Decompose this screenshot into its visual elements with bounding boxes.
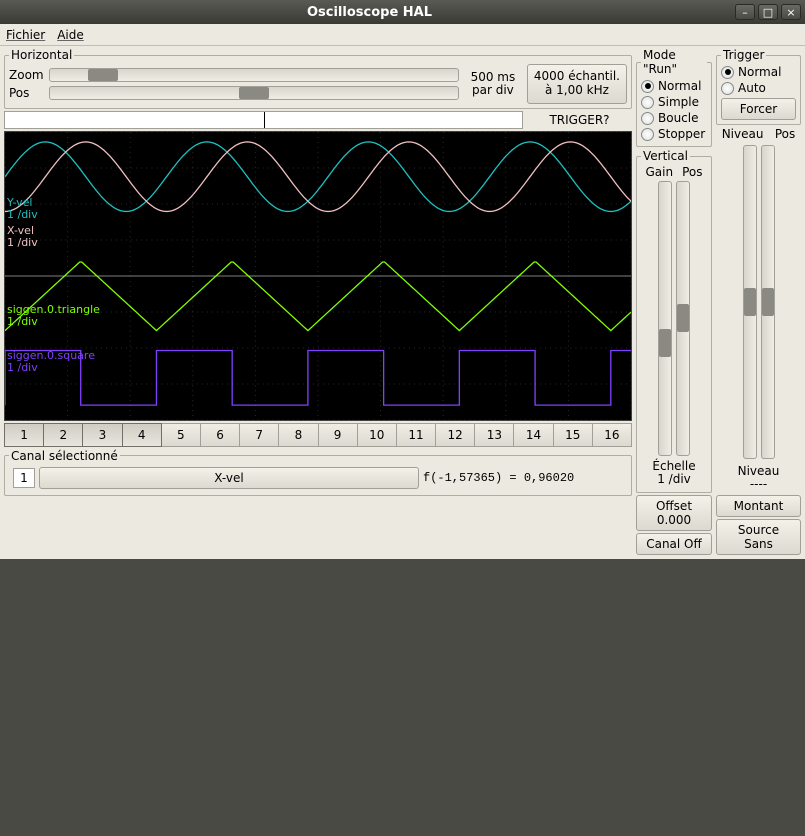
gain-slider[interactable] <box>658 181 672 456</box>
channel-tab-3[interactable]: 3 <box>82 423 122 447</box>
radio-icon <box>721 82 734 95</box>
time-per-div-unit: par div <box>465 84 521 97</box>
channel-tab-15[interactable]: 15 <box>553 423 593 447</box>
horizontal-panel: Horizontal Zoom Pos 500 ms <box>4 48 632 109</box>
trig-pos-label: Pos <box>775 127 795 141</box>
channel-tab-2[interactable]: 2 <box>43 423 83 447</box>
close-button[interactable]: × <box>781 4 801 20</box>
trig-pos-slider[interactable] <box>761 145 775 459</box>
channel-tab-9[interactable]: 9 <box>318 423 358 447</box>
trigger-status: TRIGGER? <box>527 113 632 127</box>
maximize-button[interactable]: □ <box>758 4 778 20</box>
niveau-slider[interactable] <box>743 145 757 459</box>
scope-label-siggen-0-square: siggen.0.square 1 /div <box>7 350 95 374</box>
trigger-mode-auto[interactable]: Auto <box>721 80 796 96</box>
hpos-slider[interactable] <box>49 86 459 100</box>
vertical-legend: Vertical <box>641 149 690 163</box>
radio-icon <box>721 66 734 79</box>
menu-file[interactable]: Fichier <box>6 28 45 42</box>
vertical-panel: Vertical Gain Pos Échelle 1 /div <box>636 149 712 493</box>
channel-tab-14[interactable]: 14 <box>513 423 553 447</box>
scope-label-siggen-0-triangle: siggen.0.triangle 1 /div <box>7 304 100 328</box>
force-trigger-button[interactable]: Forcer <box>721 98 796 120</box>
montant-button[interactable]: Montant <box>716 495 801 517</box>
channel-tab-4[interactable]: 4 <box>122 423 162 447</box>
niveau-label: Niveau <box>722 127 764 141</box>
gain-label: Gain <box>646 165 674 179</box>
trigger-level-label: Niveau <box>716 465 801 478</box>
scope-display: Y-vel 1 /div X-vel 1 /div siggen.0.triangl… <box>4 131 632 421</box>
offset-button[interactable]: Offset 0.000 <box>636 495 712 531</box>
source-button[interactable]: Source Sans <box>716 519 801 555</box>
sample-rate-button[interactable]: 4000 échantil. à 1,00 kHz <box>527 64 627 104</box>
channel-tab-5[interactable]: 5 <box>161 423 201 447</box>
channel-tab-11[interactable]: 11 <box>396 423 436 447</box>
horizontal-legend: Horizontal <box>9 48 74 62</box>
minimize-button[interactable]: – <box>735 4 755 20</box>
run-mode-simple[interactable]: Simple <box>641 94 707 110</box>
selected-channel-signal[interactable]: X-vel <box>39 467 419 489</box>
selected-channel-readout: f(-1,57365) = 0,96020 <box>423 471 623 485</box>
vertical-scale-value: 1 /div <box>641 473 707 486</box>
trigger-mode-normal[interactable]: Normal <box>721 64 796 80</box>
vertical-scale-label: Échelle <box>641 460 707 473</box>
channel-tab-6[interactable]: 6 <box>200 423 240 447</box>
radio-icon <box>641 80 654 93</box>
scope-label-X-vel: X-vel 1 /div <box>7 225 38 249</box>
selected-channel-num: 1 <box>13 468 35 488</box>
trigger-ruler[interactable] <box>4 111 523 129</box>
channel-tab-12[interactable]: 12 <box>435 423 475 447</box>
channel-tab-16[interactable]: 16 <box>592 423 632 447</box>
trigger-panel: Trigger NormalAuto Forcer <box>716 48 801 125</box>
selected-channel-legend: Canal sélectionné <box>9 449 120 463</box>
radio-icon <box>641 112 654 125</box>
zoom-slider[interactable] <box>49 68 459 82</box>
channel-tab-7[interactable]: 7 <box>239 423 279 447</box>
radio-icon <box>641 96 654 109</box>
radio-icon <box>641 128 654 141</box>
run-mode-panel: Mode "Run" NormalSimpleBoucleStopper <box>636 48 712 147</box>
selected-channel-panel: Canal sélectionné 1 X-vel f(-1,57365) = … <box>4 449 632 496</box>
zoom-label: Zoom <box>9 68 43 82</box>
hpos-label: Pos <box>9 86 43 100</box>
canal-off-button[interactable]: Canal Off <box>636 533 712 555</box>
vpos-slider[interactable] <box>676 181 690 456</box>
time-per-div-value: 500 ms <box>465 71 521 84</box>
trigger-legend: Trigger <box>721 48 766 62</box>
run-mode-boucle[interactable]: Boucle <box>641 110 707 126</box>
trigger-level-value: ---- <box>716 478 801 491</box>
channel-tab-10[interactable]: 10 <box>357 423 397 447</box>
vpos-label: Pos <box>682 165 702 179</box>
window-title: Oscilloscope HAL <box>4 5 735 20</box>
channel-tab-8[interactable]: 8 <box>278 423 318 447</box>
channel-tabs: 12345678910111213141516 <box>4 423 632 447</box>
run-mode-normal[interactable]: Normal <box>641 78 707 94</box>
scope-label-Y-vel: Y-vel 1 /div <box>7 197 38 221</box>
channel-tab-13[interactable]: 13 <box>474 423 514 447</box>
run-mode-stopper[interactable]: Stopper <box>641 126 707 142</box>
menu-help[interactable]: Aide <box>57 28 84 42</box>
run-mode-legend: Mode "Run" <box>641 48 707 76</box>
channel-tab-1[interactable]: 1 <box>4 423 44 447</box>
